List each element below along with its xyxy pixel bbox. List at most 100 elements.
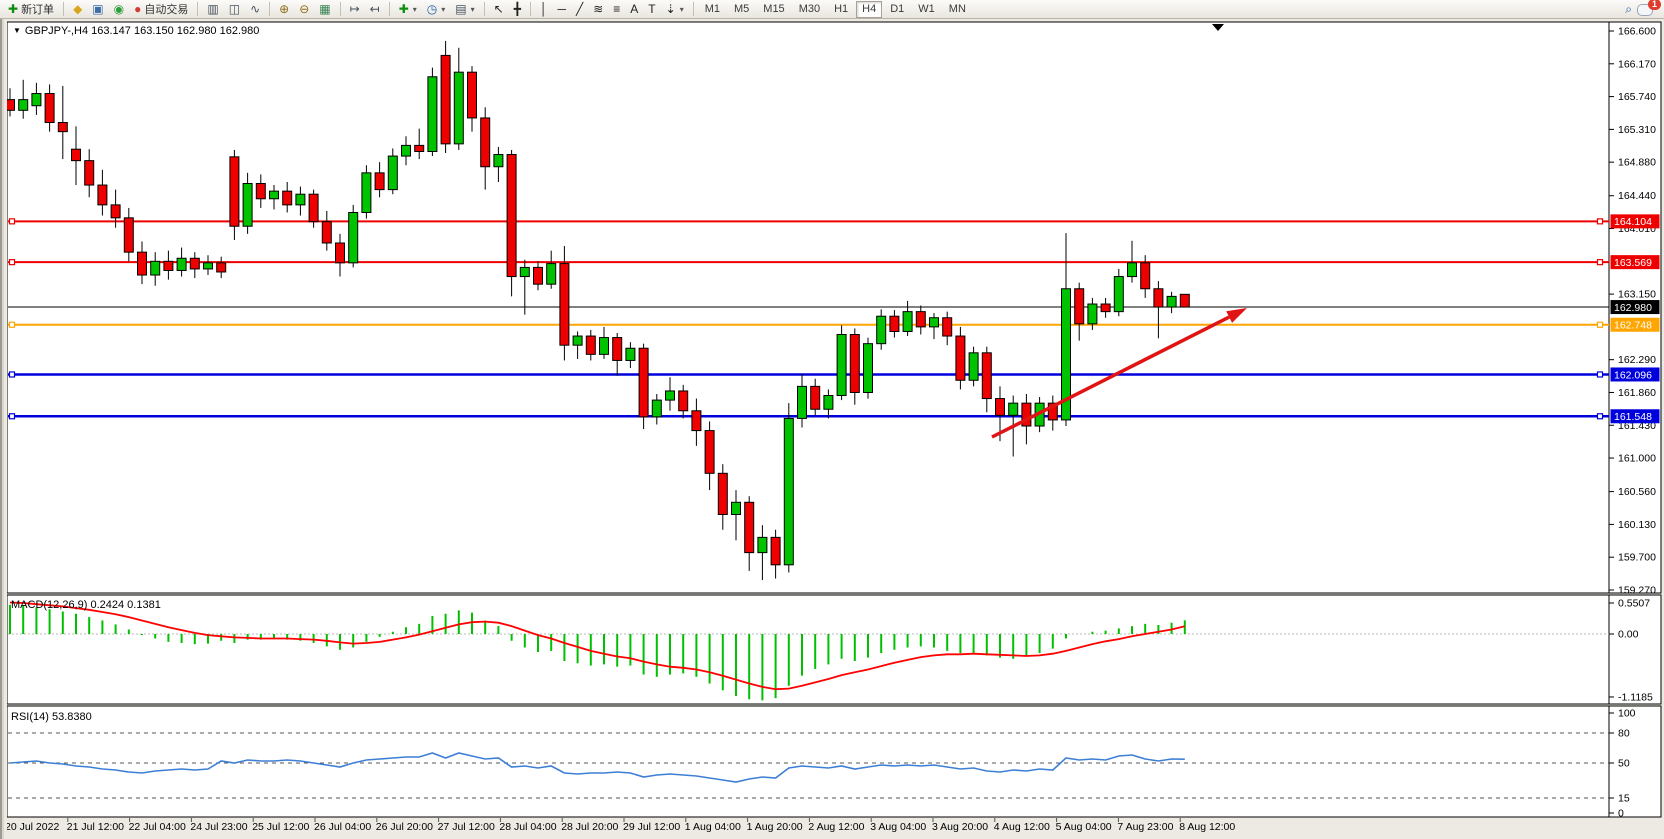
bull-candle <box>519 266 530 278</box>
macd-indicator-label: MACD(12,26,9) 0.2424 0.1381 <box>11 599 161 611</box>
text-label-button[interactable]: T <box>644 0 659 18</box>
bear-candle <box>889 315 900 332</box>
cursor-button[interactable]: ↖ <box>490 0 508 18</box>
candlesticks <box>5 40 1190 581</box>
hline-anchor[interactable] <box>1596 321 1604 328</box>
price-label-161.548: 161.548 <box>1614 411 1652 423</box>
bear-candle <box>44 93 55 124</box>
time-label: 21 Jul 12:00 <box>67 821 124 833</box>
horizontal-line-button[interactable]: ─ <box>553 0 570 18</box>
hline-anchor[interactable] <box>1596 218 1604 225</box>
trendline-button[interactable]: ╱ <box>572 0 587 18</box>
periods-button[interactable]: ◷ ▾ <box>423 0 450 18</box>
signal-icon-button[interactable]: ◉ <box>110 0 128 18</box>
bear-candle <box>1021 402 1032 427</box>
bear-candle <box>770 536 781 566</box>
search-button[interactable]: ⌕ <box>1621 0 1636 18</box>
fibonacci-icon: ≡ <box>613 1 621 16</box>
horizontal-line-objects[interactable] <box>8 218 1609 420</box>
hline-anchor[interactable] <box>1596 413 1604 420</box>
hline-anchor[interactable] <box>8 413 16 420</box>
bear-candle <box>678 390 689 412</box>
price-label-163.569: 163.569 <box>1614 257 1652 269</box>
price-label-162.096: 162.096 <box>1614 369 1652 381</box>
timeframe-button-h4[interactable]: H4 <box>856 0 883 18</box>
crosshair-icon: ╋ <box>513 1 521 16</box>
bear-candle <box>374 172 385 191</box>
dropdown-arrow-icon: ▾ <box>412 4 417 14</box>
arrows-button[interactable]: ⇣ ▾ <box>662 0 688 18</box>
bear-candle <box>229 156 240 227</box>
dropdown-arrow-icon: ▾ <box>679 4 684 14</box>
indicators-icon: ✚ <box>398 1 409 16</box>
auto-scroll-button[interactable]: ↦ <box>346 0 364 18</box>
new-order-button[interactable]: ✚ 新订单 <box>4 0 58 18</box>
time-label: 28 Jul 20:00 <box>561 821 618 833</box>
bear-candle <box>110 204 121 219</box>
chart-shift-button[interactable]: ↤ <box>366 0 384 18</box>
trend-arrow-object[interactable] <box>991 308 1247 439</box>
svg-text:-1.1185: -1.1185 <box>1618 691 1653 703</box>
timeframe-button-m5[interactable]: M5 <box>734 2 750 15</box>
tile-windows-button[interactable]: ▦ <box>315 0 334 18</box>
line-chart-icon-button[interactable]: ∿ <box>246 0 264 18</box>
chart-title: GBPJPY-,H4 163.147 163.150 162.980 162.9… <box>24 25 260 37</box>
text-label-icon: T <box>648 1 656 16</box>
hline-anchor[interactable] <box>1596 371 1604 378</box>
vertical-line-button[interactable]: │ <box>536 0 552 18</box>
text-button[interactable]: A <box>626 0 642 18</box>
time-label: 26 Jul 04:00 <box>314 821 371 833</box>
bull-candle <box>269 190 279 200</box>
hline-anchor[interactable] <box>8 218 16 225</box>
timeframe-button-mn[interactable]: MN <box>948 2 966 15</box>
bull-candle <box>546 263 557 285</box>
collapse-one-click-icon[interactable]: ▼ <box>13 26 21 35</box>
toolbar-separator <box>388 2 390 16</box>
timeframe-button-h1[interactable]: H1 <box>834 2 849 15</box>
hline-anchor[interactable] <box>1596 259 1604 266</box>
hline-anchor[interactable] <box>8 321 16 328</box>
bear-candle <box>189 257 200 270</box>
indicators-button[interactable]: ✚ ▾ <box>395 0 421 18</box>
hline-anchor[interactable] <box>8 371 16 378</box>
equidistant-channel-button[interactable]: ≋ <box>589 0 607 18</box>
bull-candle <box>1008 402 1019 416</box>
bull-candle <box>1113 276 1124 313</box>
svg-text:162.290: 162.290 <box>1618 354 1656 366</box>
time-label: 20 Jul 2022 <box>5 821 59 833</box>
chart-shift-marker-icon[interactable] <box>1212 24 1224 31</box>
dropdown-arrow-icon: ▾ <box>441 4 446 14</box>
arrows-icon: ⇣ <box>665 1 676 16</box>
svg-text:164.440: 164.440 <box>1618 190 1656 202</box>
chat-button[interactable]: 1 <box>1637 0 1661 17</box>
bear-candle <box>849 334 860 393</box>
bear-candle <box>506 154 517 278</box>
timeframe-button-m15[interactable]: M15 <box>763 2 785 15</box>
bear-candle <box>585 335 596 355</box>
zoom-in-icon: ⊕ <box>279 1 290 16</box>
autotrade-button[interactable]: ● 自动交易 <box>130 0 192 18</box>
zoom-out-button[interactable]: ⊖ <box>295 0 313 18</box>
bear-candle <box>612 337 623 361</box>
timeframe-button-m1[interactable]: M1 <box>704 2 720 15</box>
bull-candle <box>797 385 807 419</box>
timeframe-button-m30[interactable]: M30 <box>798 2 821 15</box>
hline-anchor[interactable] <box>8 259 16 266</box>
timeframe-button-d1[interactable]: D1 <box>890 2 905 15</box>
time-label: 24 Jul 23:00 <box>190 821 247 833</box>
timeframe-button-w1[interactable]: W1 <box>918 2 935 15</box>
time-label: 22 Jul 04:00 <box>129 821 186 833</box>
crosshair-button[interactable]: ╋ <box>510 0 525 18</box>
bull-candle <box>876 315 887 345</box>
toolbar-separator <box>692 2 694 16</box>
bar-chart-icon-button[interactable]: ▥ <box>203 0 222 18</box>
zoom-in-button[interactable]: ⊕ <box>275 0 293 18</box>
svg-text:166.600: 166.600 <box>1618 26 1656 38</box>
community-icon-button[interactable]: ▣ <box>88 0 107 18</box>
bull-candle <box>348 211 359 264</box>
crystal-icon-button[interactable]: ◆ <box>69 0 86 18</box>
templates-button[interactable]: ▤ ▾ <box>451 0 478 18</box>
trendline-icon: ╱ <box>575 1 584 16</box>
fibonacci-button[interactable]: ≡ <box>609 0 624 18</box>
candlestick-chart-icon-button[interactable]: ◫ <box>225 0 244 18</box>
